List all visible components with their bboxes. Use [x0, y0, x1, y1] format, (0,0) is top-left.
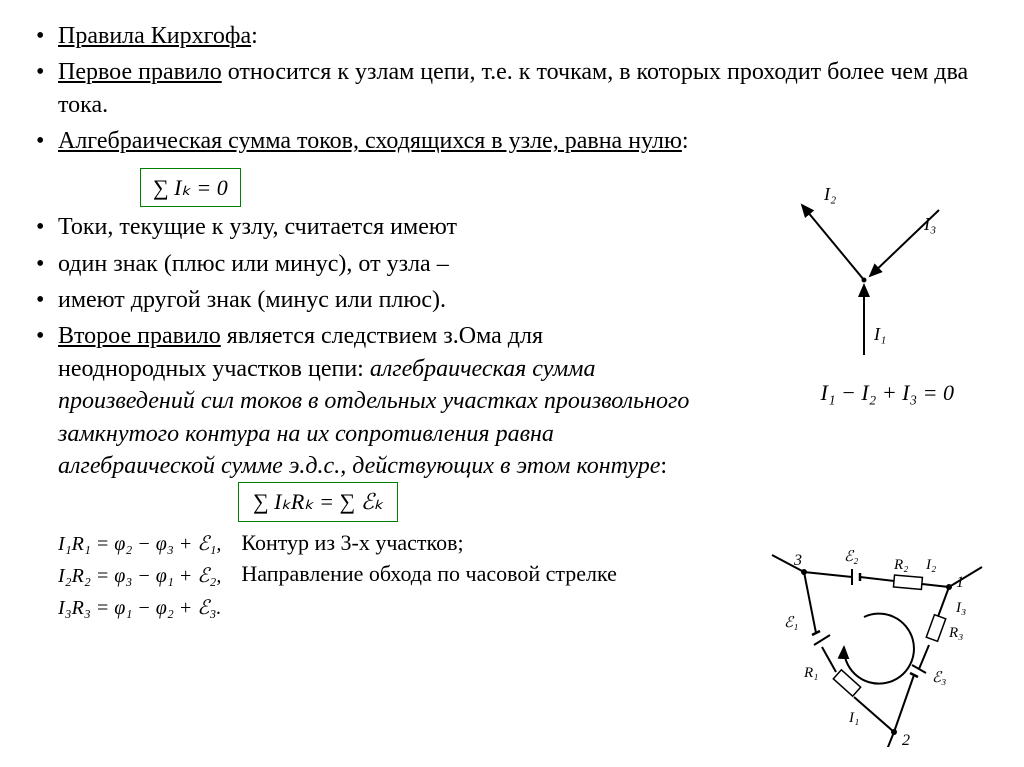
circuit-e3-label: ℰ₃: [932, 670, 946, 686]
contour-caption: Контур из 3-х участков; Направление обхо…: [241, 528, 617, 590]
circuit-node-2: 2: [902, 732, 910, 747]
circuit-r2-label: R₂: [893, 557, 908, 573]
node-i3-label: I₃: [923, 214, 936, 234]
bullet-1-rest: :: [251, 23, 258, 49]
bullet-3-underline: Алгебраическая сумма токов, сходящихся в…: [58, 128, 682, 154]
bullet-list-2: Токи, текущие к узлу, считается имеют од…: [30, 211, 690, 522]
circuit-i1-label: I₁: [848, 710, 859, 726]
equation-list: I₁R₁ = φ₂ − φ₃ + ℰ₁, I₂R₂ = φ₃ − φ₁ + ℰ₂…: [30, 528, 221, 624]
circuit-e2-label: ℰ₂: [844, 549, 858, 565]
circuit-e1-label: ℰ₁: [784, 615, 798, 631]
bullet-1-underline: Правила Кирхгофа: [58, 23, 251, 49]
formula-1-box: ∑ Iₖ = 0: [140, 168, 241, 208]
bullet-6: имеют другой знак (минус или плюс).: [30, 284, 690, 316]
node-equation: I₁ − I₂ + I₃ = 0: [821, 378, 954, 408]
caption-line-1: Контур из 3-х участков;: [241, 528, 617, 559]
circuit-i3-label: I₃: [955, 600, 966, 616]
bullet-1: Правила Кирхгофа:: [30, 20, 994, 52]
formula-2-box: ∑ IₖRₖ = ∑ ℰₖ: [238, 482, 398, 522]
circuit-r1-label: R₁: [803, 665, 818, 681]
caption-line-2: Направление обхода по часовой стрелке: [241, 559, 617, 590]
bullet-4: Токи, текущие к узлу, считается имеют: [30, 211, 690, 243]
eq-1: I₁R₁ = φ₂ − φ₃ + ℰ₁,: [58, 528, 221, 560]
node-diagram: I₁ I₂ I₃: [764, 170, 964, 370]
bullet-list: Правила Кирхгофа: Первое правило относит…: [30, 20, 994, 158]
bullet-7: Второе правило является следствием з.Ома…: [30, 320, 690, 522]
node-i1-label: I₁: [873, 324, 886, 344]
circuit-diagram: 3 1 2 ℰ₂ R₂ I₂ R₃ ℰ₃ I₃ ℰ₁ R₁ I₁: [734, 547, 994, 747]
bullet-3-rest: :: [682, 128, 689, 154]
bullet-2: Первое правило относится к узлам цепи, т…: [30, 56, 994, 121]
eq-2: I₂R₂ = φ₃ − φ₁ + ℰ₂,: [58, 560, 221, 592]
bullet-7-end: :: [660, 453, 667, 479]
bullet-7-underline: Второе правило: [58, 323, 221, 349]
node-i2-label: I₂: [823, 184, 836, 204]
bullet-3: Алгебраическая сумма токов, сходящихся в…: [30, 125, 994, 157]
bullet-5: один знак (плюс или минус), от узла –: [30, 248, 690, 280]
circuit-r3-label: R₃: [948, 625, 963, 641]
eq-3: I₃R₃ = φ₁ − φ₂ + ℰ₃.: [58, 592, 221, 624]
bullet-2-underline: Первое правило: [58, 59, 222, 85]
circuit-i2-label: I₂: [925, 557, 936, 573]
